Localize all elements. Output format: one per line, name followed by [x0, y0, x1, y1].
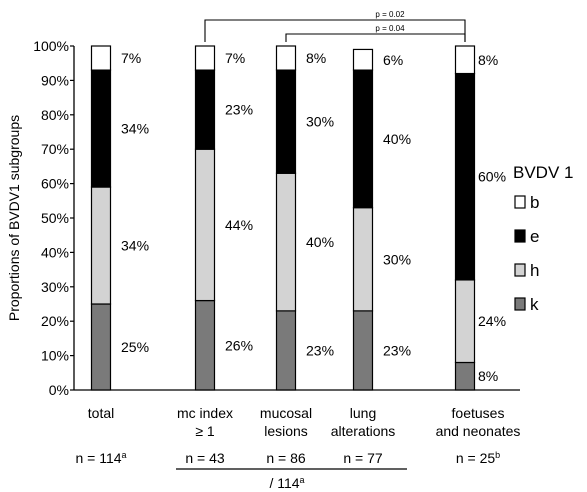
bar-segment-h	[275, 172, 297, 312]
y-tick-label: 100%	[33, 38, 69, 54]
legend-swatch-k	[514, 297, 526, 311]
bar-segment-h	[454, 279, 476, 364]
bar-segment-e	[352, 69, 374, 209]
y-tick-label: 10%	[41, 348, 69, 364]
legend-swatch-b	[514, 195, 526, 209]
data-label: 6%	[383, 52, 403, 68]
data-label: 23%	[383, 342, 411, 358]
data-label: 34%	[121, 121, 149, 137]
category-label: lung	[350, 405, 376, 421]
y-tick-label: 20%	[41, 313, 69, 329]
y-axis-label: Proportions of BVDV1 subgroups	[6, 115, 22, 321]
y-tick-label: 90%	[41, 72, 69, 88]
y-axis: 0% 10% 20% 30% 40% 50% 60% 70% 80% 90% 100%	[33, 38, 520, 398]
legend-item: b	[530, 193, 539, 212]
data-label: 34%	[121, 238, 149, 254]
n-label: n = 114a	[75, 450, 126, 466]
bar-segment-k	[454, 361, 476, 391]
bars	[90, 45, 476, 391]
p-value-label: p = 0.04	[375, 24, 405, 33]
data-labels: 25% 34% 34% 7% 26% 44% 23% 7% 23% 40% 30% 8% 23% 30% 4…	[121, 50, 506, 384]
bar-segment-b	[454, 45, 476, 75]
category-label: foetuses	[452, 405, 505, 421]
y-tick-label: 70%	[41, 141, 69, 157]
data-label: 30%	[306, 114, 334, 130]
data-label: 23%	[306, 342, 334, 358]
category-label: total	[88, 405, 114, 421]
data-label: 25%	[121, 339, 149, 355]
n-label: n = 86	[266, 450, 306, 466]
bar-segment-k	[194, 299, 216, 391]
bar-segment-h	[352, 207, 374, 312]
bar-segment-e	[194, 69, 216, 150]
legend-item: k	[530, 295, 539, 314]
legend-swatch-h	[514, 263, 526, 277]
bar-segment-b	[352, 48, 374, 71]
bar-segment-k	[90, 303, 112, 391]
legend-item: e	[530, 227, 539, 246]
data-label: 23%	[225, 102, 253, 118]
data-label: 8%	[306, 50, 326, 66]
data-label: 7%	[121, 50, 141, 66]
significance-bracket	[204, 19, 466, 42]
data-label: 26%	[225, 337, 253, 353]
data-label: 7%	[225, 50, 245, 66]
category-label-line2: and neonates	[436, 423, 521, 439]
y-tick-label: 50%	[41, 210, 69, 226]
data-label: 40%	[306, 234, 334, 250]
category-label: mucosal	[260, 405, 312, 421]
y-tick-label: 0%	[49, 382, 69, 398]
legend-item: h	[530, 261, 539, 280]
data-label: 60%	[478, 169, 506, 185]
bar-segment-e	[90, 69, 112, 188]
group-label: / 114a	[269, 475, 304, 491]
y-tick-label: 30%	[41, 279, 69, 295]
y-tick-label: 40%	[41, 244, 69, 260]
legend-swatch-e	[514, 229, 526, 243]
bar-segment-k	[352, 310, 374, 391]
bar-segment-b	[90, 45, 112, 71]
n-label: n = 43	[185, 450, 225, 466]
y-tick-label: 60%	[41, 176, 69, 192]
bar-segment-e	[454, 72, 476, 281]
data-label: 30%	[383, 251, 411, 267]
category-label-line2: alterations	[331, 423, 396, 439]
significance-brackets: p = 0.02 p = 0.04	[204, 10, 466, 42]
category-label: mc index	[177, 405, 233, 421]
n-label: n = 25b	[456, 450, 500, 466]
category-label-line2: ≥ 1	[195, 423, 215, 439]
bar-segment-b	[194, 45, 216, 71]
data-label: 40%	[383, 131, 411, 147]
bar-segment-h	[90, 186, 112, 305]
data-label: 8%	[478, 52, 498, 68]
significance-bracket	[285, 33, 466, 42]
p-value-label: p = 0.02	[375, 10, 405, 19]
data-label: 44%	[225, 217, 253, 233]
bar-segment-h	[194, 148, 216, 302]
n-label: n = 77	[343, 450, 383, 466]
y-tick-label: 80%	[41, 107, 69, 123]
category-label-line2: lesions	[264, 423, 308, 439]
data-label: 8%	[478, 368, 498, 384]
bar-segment-b	[275, 45, 297, 71]
bar-segment-e	[275, 69, 297, 174]
x-axis-categories: total n = 114a mc index ≥ 1 n = 43 mucosal les…	[75, 405, 520, 491]
bar-segment-k	[275, 310, 297, 391]
legend-title: BVDV 1	[513, 163, 573, 182]
data-label: 24%	[478, 313, 506, 329]
